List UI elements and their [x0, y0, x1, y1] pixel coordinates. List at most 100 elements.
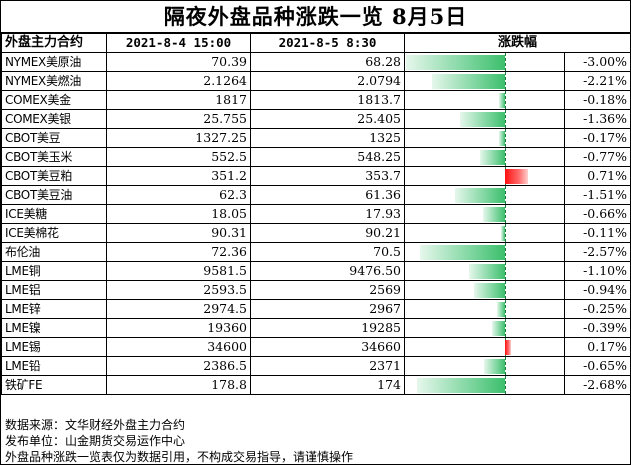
- change-percent: -1.10%: [563, 261, 631, 281]
- price-curr: 25.405: [250, 109, 405, 129]
- change-bar-negative: [406, 55, 505, 70]
- price-curr: 2569: [250, 280, 405, 300]
- change-bar-cell: [404, 185, 565, 205]
- table-row: LME锌 2974.5 2967 -0.25%: [1, 299, 631, 319]
- price-curr: 19285: [250, 318, 405, 338]
- contract-name: COMEX美银: [1, 109, 107, 129]
- header-date-curr: 2021-8-5 8:30: [250, 33, 405, 53]
- change-bar-positive: [505, 169, 529, 184]
- change-bar-cell: [404, 299, 565, 319]
- change-bar-cell: [404, 204, 565, 224]
- header-date-prev: 2021-8-4 15:00: [106, 33, 251, 53]
- change-bar-negative: [492, 321, 505, 336]
- price-prev: 70.39: [106, 52, 251, 72]
- change-bar-cell: [404, 261, 565, 281]
- contract-name: NYMEX美燃油: [1, 71, 107, 91]
- zero-axis-line: [505, 281, 506, 299]
- zero-axis-line: [505, 357, 506, 375]
- contract-name: LME铅: [1, 356, 107, 376]
- zero-axis-line: [505, 205, 506, 223]
- table-row: ICE美棉花 90.31 90.21 -0.11%: [1, 223, 631, 243]
- price-curr: 1325: [250, 128, 405, 148]
- price-curr: 17.93: [250, 204, 405, 224]
- change-bar-cell: [404, 109, 565, 129]
- footer-source: 数据来源：文华财经外盘主力合约: [5, 418, 186, 432]
- footer-publisher: 发布单位：山金期货交易运作中心: [5, 434, 186, 448]
- table-body: NYMEX美原油 70.39 68.28 -3.00% NYMEX美燃油 2.1264 2.…: [1, 52, 631, 395]
- change-percent: -0.94%: [563, 280, 631, 300]
- change-bar-cell: [404, 337, 565, 357]
- change-bar-negative: [416, 378, 505, 393]
- change-percent: -0.77%: [563, 147, 631, 167]
- price-curr: 9476.50: [250, 261, 405, 281]
- change-bar-negative: [483, 359, 505, 374]
- change-percent: -2.21%: [563, 71, 631, 91]
- change-bar-negative: [499, 131, 505, 146]
- price-curr: 353.7: [250, 166, 405, 186]
- price-prev: 1327.25: [106, 128, 251, 148]
- zero-axis-line: [505, 376, 506, 394]
- contract-name: ICE美棉花: [1, 223, 107, 243]
- table-row: ICE美糖 18.05 17.93 -0.66%: [1, 204, 631, 224]
- price-table: 外盘主力合约 2021-8-4 15:00 2021-8-5 8:30 涨跌幅 …: [1, 33, 631, 395]
- zero-axis-line: [505, 186, 506, 204]
- table-row: CBOT美豆油 62.3 61.36 -1.51%: [1, 185, 631, 205]
- table-row: NYMEX美原油 70.39 68.28 -3.00%: [1, 52, 631, 72]
- price-prev: 18.05: [106, 204, 251, 224]
- footer-disclaimer: 外盘品种涨跌一览表仅为数据引用，不构成交易指导，请谨慎操作: [5, 450, 354, 464]
- contract-name: LME锡: [1, 337, 107, 357]
- contract-name: LME铝: [1, 280, 107, 300]
- contract-name: LME镍: [1, 318, 107, 338]
- change-percent: -1.36%: [563, 109, 631, 129]
- header-change: 涨跌幅: [403, 33, 631, 53]
- change-percent: -2.57%: [563, 242, 631, 262]
- table-row: LME锡 34600 34660 0.17%: [1, 337, 631, 357]
- table-row: 布伦油 72.36 70.5 -2.57%: [1, 242, 631, 262]
- table-row: CBOT美豆粕 351.2 353.7 0.71%: [1, 166, 631, 186]
- change-percent: -0.66%: [563, 204, 631, 224]
- change-bar-cell: [404, 356, 565, 376]
- price-prev: 19360: [106, 318, 251, 338]
- price-prev: 1817: [106, 90, 251, 110]
- price-curr: 68.28: [250, 52, 405, 72]
- zero-axis-line: [505, 129, 506, 147]
- sheet-title: 隔夜外盘品种涨跌一览 8月5日: [1, 1, 630, 33]
- change-bar-cell: [404, 147, 565, 167]
- change-percent: -0.25%: [563, 299, 631, 319]
- change-bar-negative: [420, 245, 505, 260]
- change-percent: -0.39%: [563, 318, 631, 338]
- change-bar-negative: [483, 207, 505, 222]
- contract-name: CBOT美豆油: [1, 185, 107, 205]
- zero-axis-line: [505, 72, 506, 90]
- zero-axis-line: [505, 262, 506, 280]
- change-percent: -0.65%: [563, 356, 631, 376]
- change-bar-cell: [404, 71, 565, 91]
- change-percent: -0.17%: [563, 128, 631, 148]
- change-percent: -3.00%: [563, 52, 631, 72]
- change-bar-cell: [404, 223, 565, 243]
- price-curr: 2967: [250, 299, 405, 319]
- table-row: CBOT美豆 1327.25 1325 -0.17%: [1, 128, 631, 148]
- change-bar-negative: [473, 283, 505, 298]
- zero-axis-line: [505, 148, 506, 166]
- price-prev: 2.1264: [106, 71, 251, 91]
- price-prev: 34600: [106, 337, 251, 357]
- table-row: NYMEX美燃油 2.1264 2.0794 -2.21%: [1, 71, 631, 91]
- contract-name: COMEX美金: [1, 90, 107, 110]
- change-bar-negative: [455, 188, 505, 203]
- zero-axis-line: [505, 319, 506, 337]
- contract-name: 布伦油: [1, 242, 107, 262]
- change-bar-cell: [404, 242, 565, 262]
- contract-name: LME铜: [1, 261, 107, 281]
- table-row: LME镍 19360 19285 -0.39%: [1, 318, 631, 338]
- price-curr: 174: [250, 375, 405, 395]
- header-name: 外盘主力合约: [1, 33, 107, 53]
- table-row: LME铅 2386.5 2371 -0.65%: [1, 356, 631, 376]
- price-curr: 34660: [250, 337, 405, 357]
- price-curr: 2371: [250, 356, 405, 376]
- change-bar-cell: [404, 128, 565, 148]
- zero-axis-line: [505, 110, 506, 128]
- change-bar-negative: [501, 226, 505, 241]
- table-row: COMEX美银 25.755 25.405 -1.36%: [1, 109, 631, 129]
